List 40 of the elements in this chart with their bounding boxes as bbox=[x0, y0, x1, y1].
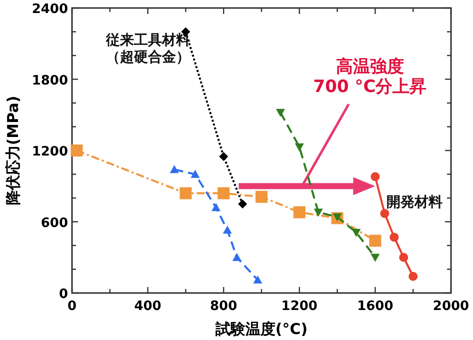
x-tick-label: 1200 bbox=[281, 299, 318, 314]
x-tick-label: 800 bbox=[210, 299, 238, 314]
point bbox=[218, 187, 230, 200]
point bbox=[253, 275, 262, 284]
point bbox=[370, 172, 380, 182]
point bbox=[380, 208, 390, 218]
annotation: 従来工具材料（超硬合金） bbox=[105, 32, 190, 66]
point bbox=[294, 143, 304, 152]
x-tick-label: 1600 bbox=[357, 299, 394, 314]
point bbox=[256, 190, 268, 203]
point bbox=[408, 272, 418, 281]
point bbox=[332, 213, 342, 222]
point bbox=[232, 252, 242, 261]
point bbox=[352, 228, 361, 237]
y-tick-label: 600 bbox=[40, 216, 68, 231]
y-tick-label: 1800 bbox=[32, 73, 68, 88]
point bbox=[314, 208, 323, 217]
point bbox=[399, 252, 408, 262]
point bbox=[276, 108, 285, 117]
y-axis-title: 降伏応力(MPa) bbox=[4, 96, 22, 206]
point bbox=[238, 199, 248, 208]
y-tick-label: 2400 bbox=[32, 2, 68, 17]
point bbox=[170, 165, 179, 174]
y-tick-label: 0 bbox=[58, 287, 68, 302]
x-tick-label: 2000 bbox=[432, 299, 470, 314]
point bbox=[293, 206, 306, 218]
point bbox=[370, 254, 380, 262]
point bbox=[70, 144, 83, 156]
annotation: 高温強度700 °C分上昇 bbox=[313, 56, 427, 98]
point bbox=[222, 226, 232, 234]
y-tick-label: 1200 bbox=[32, 144, 68, 160]
point bbox=[219, 152, 228, 161]
point bbox=[390, 232, 399, 242]
x-axis-title: 試験温度(°C) bbox=[214, 320, 308, 338]
point bbox=[190, 170, 200, 178]
annotation: 開発材料 bbox=[386, 194, 443, 210]
point bbox=[212, 203, 221, 212]
x-tick-label: 400 bbox=[134, 299, 162, 314]
point bbox=[180, 187, 192, 200]
point bbox=[369, 234, 382, 247]
